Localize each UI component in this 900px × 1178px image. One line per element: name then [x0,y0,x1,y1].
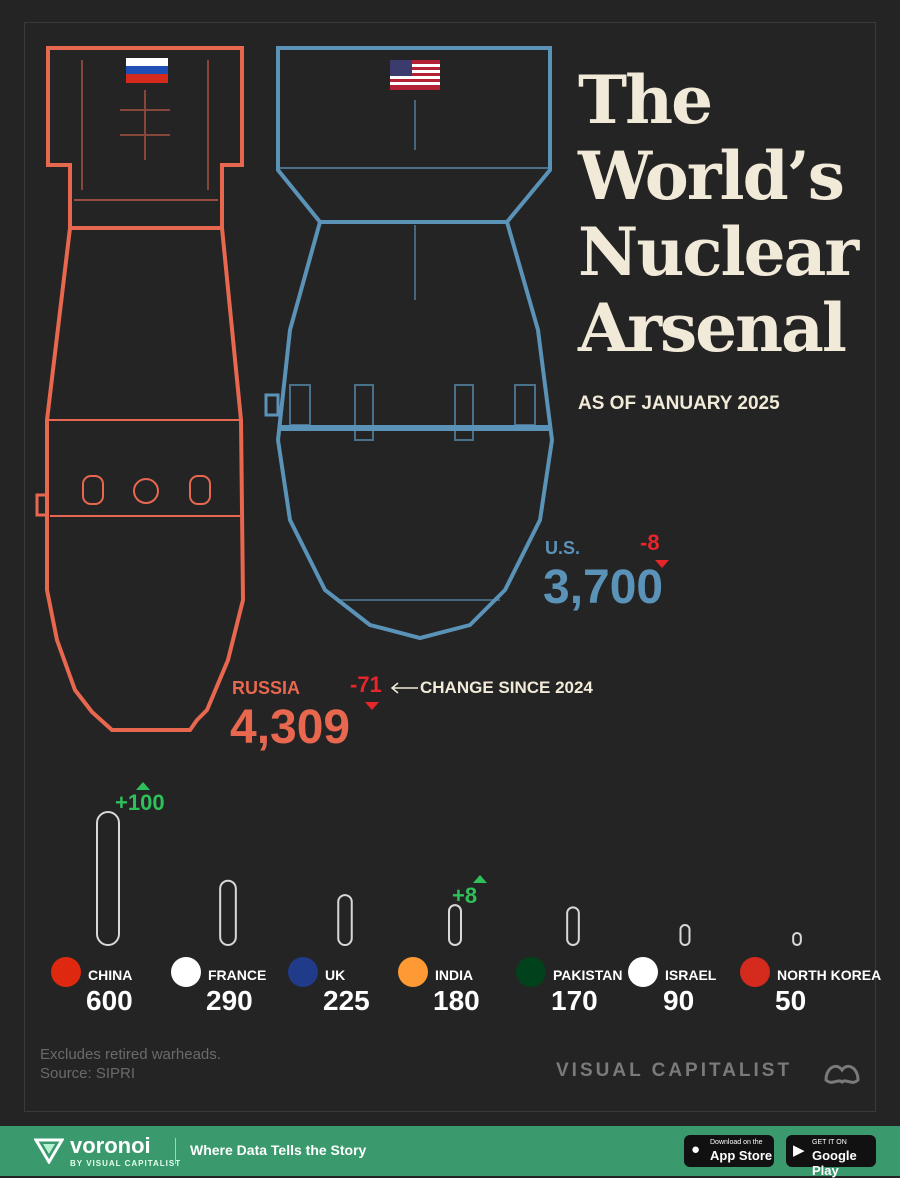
source-line: Source: SIPRI [40,1065,136,1082]
change-us: -8 [640,530,660,555]
subtitle: AS OF JANUARY 2025 [578,393,780,414]
title: The World’s Nuclear Arsenal [578,62,878,366]
missile-india [448,904,462,946]
flag-row [51,957,770,987]
missile-china [96,811,120,946]
app-store-label: App Store [710,1148,773,1163]
missile-france [219,879,237,947]
brand-wordmark: VISUAL CAPITALIST [556,1060,793,1081]
google-play-small-label: GET IT ON [812,1139,847,1146]
missile-uk [337,894,353,946]
country-value-1: 290 [206,985,253,1016]
footnote-line-1: Excludes retired warheads. [40,1046,221,1063]
russia-flag [126,58,168,83]
us-value: 3,700 [543,561,664,614]
us-flag [390,60,440,90]
country-value-6: 50 [775,985,807,1016]
decrease-arrow-icon [655,560,669,568]
missile-icons [96,811,802,947]
country-value-2: 225 [323,985,370,1016]
country-name-5: ISRAEL [665,967,717,983]
google-play-label: Google Play [812,1148,857,1178]
country-value-5: 90 [663,985,695,1016]
north-korea-flag [740,957,770,987]
voronoi-logo[interactable]: voronoi [70,1133,151,1158]
decrease-arrow-icon [365,702,379,710]
change-russia: -71 [350,672,382,697]
footer-bar: voronoi BY VISUAL CAPITALIST Where Data … [0,1126,900,1178]
google-play-button[interactable]: ▶ GET IT ON Google Play [786,1135,876,1178]
increase-arrow-icon [473,875,487,883]
google-play-icon: ▶ [793,1142,805,1159]
country-name-1: FRANCE [208,967,267,983]
change-india: +8 [452,883,478,908]
country-value-4: 170 [551,985,598,1016]
france-flag [171,957,201,987]
footer-divider [175,1138,176,1164]
uk-flag [288,957,318,987]
brand-logo-icon [824,1064,860,1085]
title-line-4: Arsenal [578,289,847,367]
footer-tagline: Where Data Tells the Story [190,1142,367,1158]
app-store-button[interactable]: ● Download on the App Store [684,1135,774,1167]
us-bomb [264,46,555,641]
change-annotation: CHANGE SINCE 2024 [420,678,593,697]
india-flag [398,957,428,987]
app-store-small-label: Download on the [710,1139,763,1146]
title-line-3: Nuclear [578,213,859,291]
china-flag [51,957,81,987]
title-line-1: The [578,61,713,139]
change-china: +100 [115,790,165,815]
country-name-3: INDIA [435,967,474,983]
footnote: Excludes retired warheads. Source: SIPRI [40,1045,221,1083]
missile-north-korea [792,932,802,946]
russia-label: RUSSIA [232,678,301,698]
apple-icon: ● [691,1141,701,1158]
country-name-4: PAKISTAN [553,967,623,983]
country-name-0: CHINA [88,967,133,983]
title-line-2: World’s [578,137,845,215]
us-label: U.S. [545,538,581,558]
russia-bomb [35,46,246,732]
pakistan-flag [516,957,546,987]
missile-israel [679,924,691,946]
missile-pakistan [566,906,580,946]
country-value-0: 600 [86,985,133,1016]
annotation-arrow [390,682,418,694]
country-name-6: NORTH KOREA [777,967,882,983]
israel-flag [628,957,658,987]
change-arrows [136,560,669,883]
country-value-3: 180 [433,985,480,1016]
russia-value: 4,309 [230,701,351,754]
country-name-2: UK [325,967,346,983]
voronoi-logo-icon [34,1138,64,1164]
increase-arrow-icon [136,782,150,790]
voronoi-byline: BY VISUAL CAPITALIST [70,1159,182,1168]
